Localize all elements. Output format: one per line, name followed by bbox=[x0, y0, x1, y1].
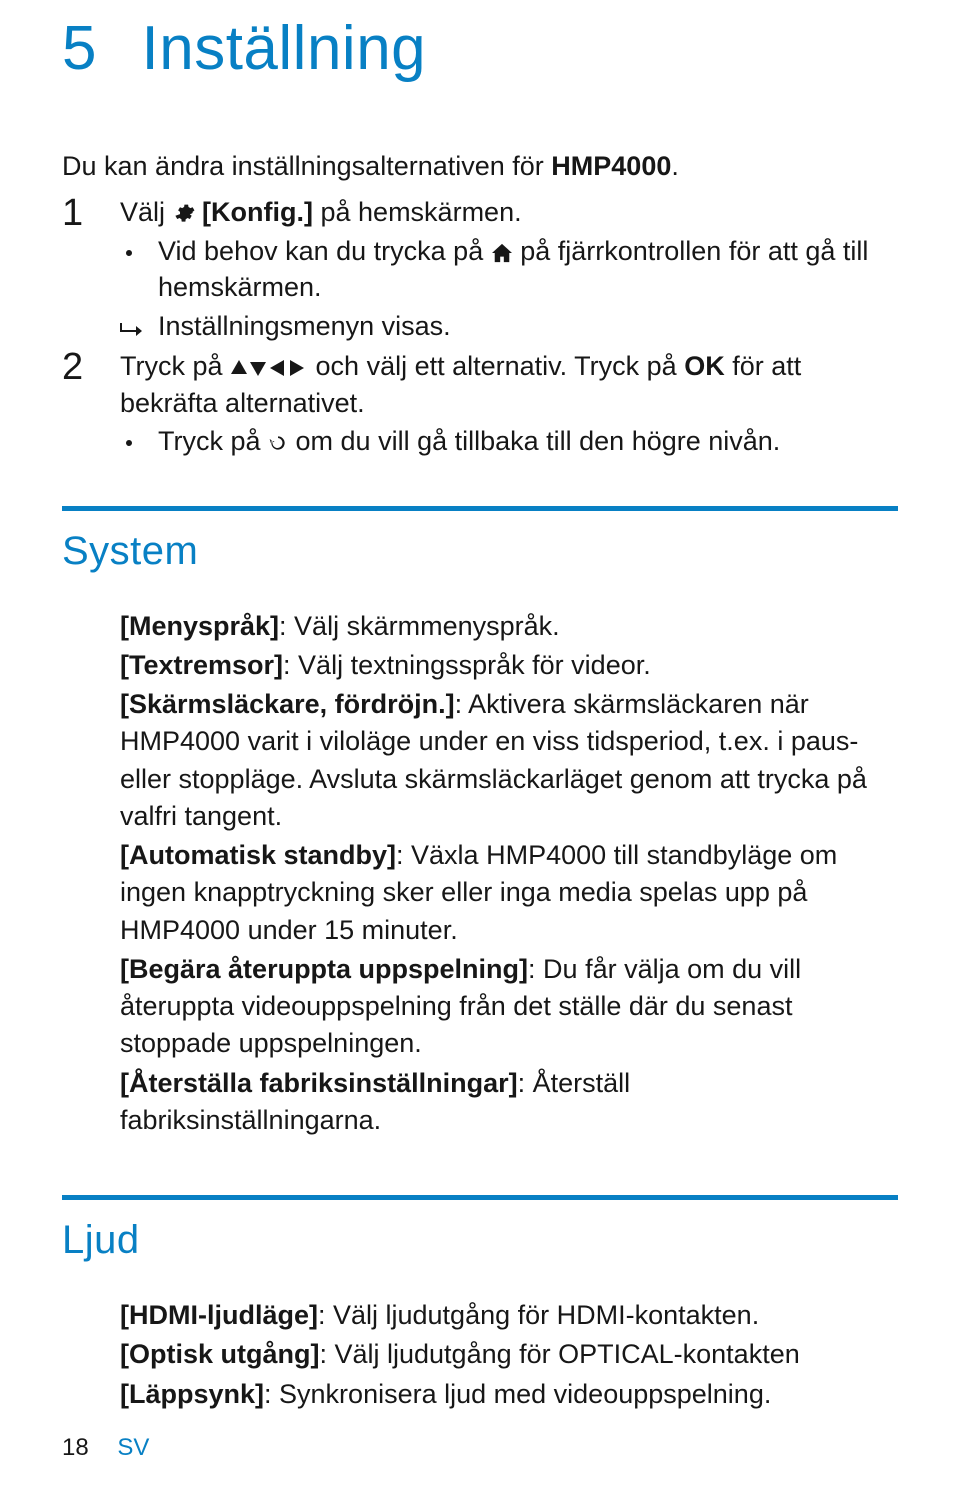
setting-item: [Begära återuppta uppspelning]: Du får v… bbox=[120, 951, 898, 1063]
back-icon bbox=[268, 423, 288, 459]
setting-key: [Menyspråk] bbox=[120, 611, 279, 641]
section-heading-system: System bbox=[62, 529, 898, 574]
setting-item: [Återställa fabriksinställningar]: Åters… bbox=[120, 1065, 898, 1140]
language-code: SV bbox=[117, 1434, 149, 1461]
setting-text: : Synkronisera ljud med videouppspelning… bbox=[264, 1379, 771, 1409]
step-bullet: Vid behov kan du trycka på på fjärrkontr… bbox=[120, 233, 898, 306]
text: Inställningsmenyn visas. bbox=[158, 308, 898, 344]
setting-key: [Begära återuppta uppspelning] bbox=[120, 954, 528, 984]
step-number: 1 bbox=[62, 194, 120, 344]
konfig-label: [Konfig.] bbox=[195, 197, 313, 227]
setting-key: [Automatisk standby] bbox=[120, 840, 396, 870]
section-heading-ljud: Ljud bbox=[62, 1218, 898, 1263]
intro-tail: . bbox=[671, 151, 679, 181]
text: på hemskärmen. bbox=[313, 197, 522, 227]
setting-key: [Optisk utgång] bbox=[120, 1339, 319, 1369]
dpad-arrows-icon bbox=[230, 348, 308, 384]
step-line: Tryck på och välj ett alternativ. Tryck … bbox=[120, 348, 898, 421]
text: Välj bbox=[120, 197, 173, 227]
section-body-system: [Menyspråk]: Välj skärmmenyspråk. [Textr… bbox=[62, 608, 898, 1140]
ok-label: OK bbox=[684, 351, 725, 381]
intro-paragraph: Du kan ändra inställningsalternativen fö… bbox=[62, 148, 898, 184]
setting-text: : Välj skärmmenyspråk. bbox=[279, 611, 560, 641]
text: om du vill gå tillbaka till den högre ni… bbox=[288, 426, 780, 456]
bullet-icon bbox=[126, 440, 132, 446]
gear-icon bbox=[173, 194, 195, 230]
setting-text: : Välj textningsspråk för videor. bbox=[283, 650, 651, 680]
page-number: 18 bbox=[62, 1434, 89, 1461]
section-body-ljud: [HDMI-ljudläge]: Välj ljudutgång för HDM… bbox=[62, 1297, 898, 1413]
setting-text: : Välj ljudutgång för HDMI-kontakten. bbox=[318, 1300, 759, 1330]
setting-item: [Optisk utgång]: Välj ljudutgång för OPT… bbox=[120, 1336, 898, 1373]
setting-key: [Skärmsläckare, fördröjn.] bbox=[120, 689, 455, 719]
setting-key: [HDMI-ljudläge] bbox=[120, 1300, 318, 1330]
step-2: 2 Tryck på och välj ett alternativ. Tryc… bbox=[62, 348, 898, 459]
setting-key: [Återställa fabriksinställningar] bbox=[120, 1068, 518, 1098]
setting-item: [HDMI-ljudläge]: Välj ljudutgång för HDM… bbox=[120, 1297, 898, 1334]
text: Vid behov kan du trycka på bbox=[158, 236, 491, 266]
setting-item: [Läppsynk]: Synkronisera ljud med videou… bbox=[120, 1376, 898, 1413]
device-name: HMP4000 bbox=[551, 151, 671, 181]
section-divider bbox=[62, 506, 898, 511]
step-1: 1 Välj [Konfig.] på hemskärmen. Vid beho… bbox=[62, 194, 898, 344]
text: Tryck på bbox=[120, 351, 230, 381]
setting-item: [Menyspråk]: Välj skärmmenyspråk. bbox=[120, 608, 898, 645]
home-icon bbox=[491, 233, 513, 269]
chapter-title: Inställning bbox=[141, 18, 426, 80]
intro-text: Du kan ändra inställningsalternativen fö… bbox=[62, 151, 551, 181]
step-number: 2 bbox=[62, 348, 120, 459]
text: Tryck på bbox=[158, 426, 268, 456]
section-divider bbox=[62, 1195, 898, 1200]
step-line: Välj [Konfig.] på hemskärmen. bbox=[120, 194, 898, 230]
step-result: Inställningsmenyn visas. bbox=[120, 308, 898, 344]
chapter-number: 5 bbox=[62, 18, 97, 80]
page-footer: 18 SV bbox=[62, 1434, 149, 1462]
setting-item: [Skärmsläckare, fördröjn.]: Aktivera skä… bbox=[120, 686, 898, 835]
setting-key: [Textremsor] bbox=[120, 650, 283, 680]
step-bullet: Tryck på om du vill gå tillbaka till den… bbox=[120, 423, 898, 459]
text: och välj ett alternativ. Tryck på bbox=[308, 351, 684, 381]
setting-key: [Läppsynk] bbox=[120, 1379, 264, 1409]
result-arrow-icon bbox=[120, 309, 144, 345]
bullet-icon bbox=[126, 250, 132, 256]
setting-item: [Automatisk standby]: Växla HMP4000 till… bbox=[120, 837, 898, 949]
setting-item: [Textremsor]: Välj textningsspråk för vi… bbox=[120, 647, 898, 684]
setting-text: : Välj ljudutgång för OPTICAL-kontakten bbox=[319, 1339, 799, 1369]
